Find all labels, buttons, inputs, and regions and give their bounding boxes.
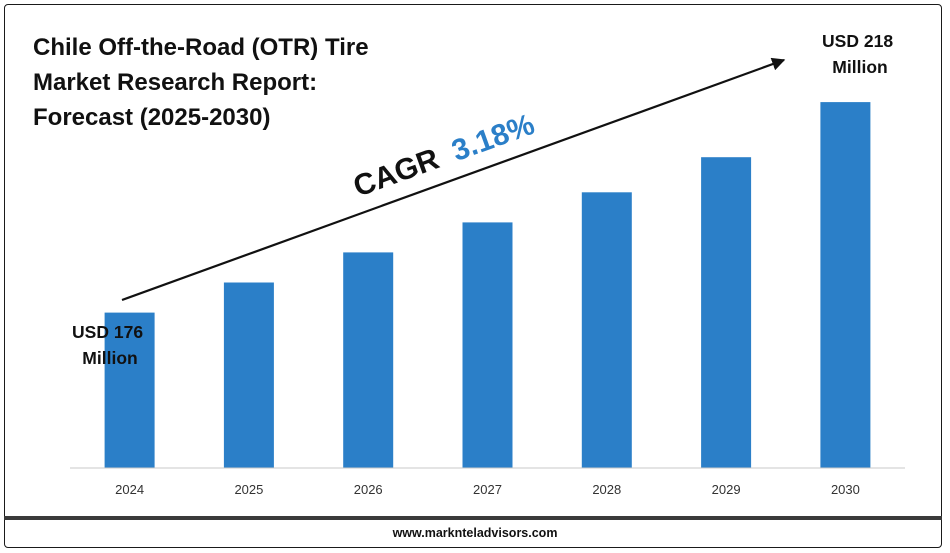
bar-2024 [104, 312, 155, 468]
x-tick-label-2029: 2029 [712, 482, 741, 497]
start-value-callout: USD 176 Million [72, 322, 148, 368]
bar-2030 [820, 102, 871, 468]
bar-2026 [343, 252, 394, 468]
end-callout-line-2: Million [832, 57, 887, 77]
footer-divider [4, 516, 942, 520]
x-tick-label-2026: 2026 [354, 482, 383, 497]
cagr-value: 3.18% [448, 108, 539, 168]
bar-2025 [223, 282, 274, 468]
x-tick-label-2030: 2030 [831, 482, 860, 497]
x-tick-label-2025: 2025 [234, 482, 263, 497]
bar-2029 [701, 157, 752, 468]
end-callout-line-1: USD 218 [822, 31, 893, 51]
cagr-label: CAGR 3.18% [349, 108, 539, 204]
title-line-3: Forecast (2025-2030) [33, 104, 271, 131]
bar-2028 [581, 192, 632, 469]
x-tick-label-2027: 2027 [473, 482, 502, 497]
footer-website-url: www.marknteladvisors.com [392, 526, 558, 540]
cagr-trend-arrow [121, 57, 786, 302]
start-callout-line-1: USD 176 [72, 322, 143, 342]
title-line-2: Market Research Report: [33, 69, 318, 96]
bar-2027 [462, 222, 513, 468]
bar-group [104, 102, 871, 469]
start-callout-line-2: Million [82, 348, 137, 368]
title-line-1: Chile Off-the-Road (OTR) Tire [33, 34, 369, 61]
chart-title: Chile Off-the-Road (OTR) Tire Market Res… [33, 30, 453, 135]
x-tick-label-2028: 2028 [592, 482, 621, 497]
x-tick-label-2024: 2024 [115, 482, 144, 497]
x-axis-tick-labels: 2024 2025 2026 2027 2028 2029 2030 [115, 482, 860, 497]
end-value-callout: USD 218 Million [822, 31, 898, 77]
cagr-label-text: CAGR [349, 142, 444, 203]
